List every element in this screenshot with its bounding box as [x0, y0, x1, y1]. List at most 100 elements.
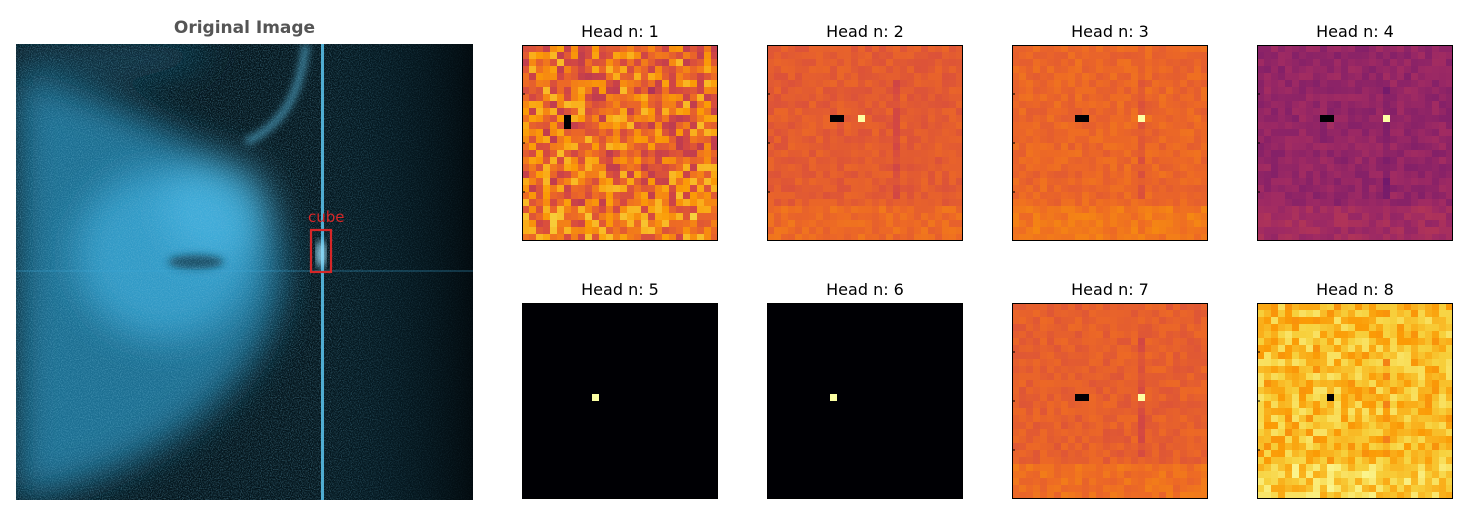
heatmap-cell — [1068, 101, 1076, 109]
heatmap-cell — [795, 436, 803, 444]
heatmap-cell — [1285, 136, 1293, 144]
heatmap-cell — [893, 352, 901, 360]
heatmap-cell — [683, 457, 691, 465]
heatmap-cell — [1068, 227, 1076, 235]
heatmap-cell — [1327, 234, 1335, 241]
heatmap-cell — [599, 129, 607, 137]
heatmap-cell — [1110, 352, 1118, 360]
heatmap-cell — [550, 317, 558, 325]
heatmap-cell — [1194, 45, 1202, 53]
heatmap-cell — [1019, 178, 1027, 186]
heatmap-cell — [1327, 52, 1335, 60]
heatmap-cell — [935, 331, 943, 339]
heatmap-cell — [676, 436, 684, 444]
heatmap-cell — [865, 171, 873, 179]
heatmap-cell — [928, 345, 936, 353]
heatmap-cell — [676, 87, 684, 95]
heatmap-cell — [592, 59, 600, 67]
heatmap-cell — [1082, 185, 1090, 193]
heatmap-cell — [1194, 220, 1202, 228]
heatmap-cell — [844, 45, 852, 53]
heatmap-cell — [1152, 66, 1160, 74]
heatmap-cell — [935, 310, 943, 318]
heatmap-cell — [1285, 150, 1293, 158]
heatmap-cell — [809, 317, 817, 325]
heatmap-cell — [921, 45, 929, 53]
heatmap-cell — [536, 66, 544, 74]
heatmap-cell — [886, 338, 894, 346]
heatmap-cell — [1411, 185, 1419, 193]
heatmap-cell — [704, 220, 712, 228]
heatmap-cell — [641, 59, 649, 67]
heatmap-cell — [1369, 213, 1377, 221]
heatmap-cell — [690, 143, 698, 151]
heatmap-cell — [949, 485, 957, 493]
heatmap-cell — [634, 401, 642, 409]
heatmap-cell — [1145, 220, 1153, 228]
heatmap-cell — [872, 122, 880, 130]
heatmap-cell — [900, 394, 908, 402]
heatmap-cell — [1012, 87, 1020, 95]
heatmap-cell — [1201, 80, 1208, 88]
heatmap-cell — [1082, 101, 1090, 109]
heatmap-cell — [956, 324, 963, 332]
heatmap-cell — [858, 66, 866, 74]
heatmap-cell — [669, 471, 677, 479]
heatmap-cell — [683, 220, 691, 228]
heatmap-cell — [851, 143, 859, 151]
heatmap-cell — [1194, 345, 1202, 353]
heatmap-cell — [879, 136, 887, 144]
heatmap-cell — [1334, 220, 1342, 228]
heatmap-cell — [1404, 136, 1412, 144]
heatmap-cell — [935, 213, 943, 221]
heatmap-cell — [690, 450, 698, 458]
heatmap-cell — [1089, 345, 1097, 353]
heatmap-cell — [620, 227, 628, 235]
heatmap-cell — [942, 331, 950, 339]
heatmap-cell — [781, 87, 789, 95]
heatmap-cell — [557, 485, 565, 493]
heatmap-cell — [634, 317, 642, 325]
heatmap-cell — [795, 492, 803, 499]
heatmap-cell — [571, 450, 579, 458]
heatmap-cell — [1103, 66, 1111, 74]
heatmap-cell — [956, 317, 963, 325]
heatmap-cell — [1355, 87, 1363, 95]
heatmap-cell — [1012, 73, 1020, 81]
heatmap-cell — [1355, 94, 1363, 102]
heatmap-cell — [1159, 94, 1167, 102]
heatmap-cell — [1138, 171, 1146, 179]
heatmap-cell — [795, 206, 803, 214]
heatmap-cell — [956, 338, 963, 346]
heatmap-cell — [802, 178, 810, 186]
heatmap-cell — [907, 52, 915, 60]
heatmap-cell — [802, 171, 810, 179]
heatmap-cell — [697, 485, 705, 493]
heatmap-cell — [1180, 227, 1188, 235]
heatmap-cell — [606, 59, 614, 67]
heatmap-cell — [1306, 136, 1314, 144]
heatmap-cell — [1103, 94, 1111, 102]
heatmap-cell — [830, 485, 838, 493]
heatmap-cell — [662, 324, 670, 332]
heatmap-cell — [620, 394, 628, 402]
heatmap-cell — [1082, 143, 1090, 151]
heatmap-cell — [599, 429, 607, 437]
heatmap-cell — [886, 87, 894, 95]
heatmap-cell — [578, 450, 586, 458]
heatmap-cell — [942, 464, 950, 472]
heatmap-cell — [1173, 129, 1181, 137]
heatmap-cell — [529, 234, 537, 241]
heatmap-cell — [662, 492, 670, 499]
heatmap-cell — [599, 408, 607, 416]
heatmap-cell — [879, 415, 887, 423]
heatmap-cell — [914, 373, 922, 381]
heatmap-cell — [1327, 94, 1335, 102]
heatmap-cell — [711, 213, 718, 221]
heatmap-cell — [557, 206, 565, 214]
heatmap-cell — [788, 66, 796, 74]
heatmap-cell — [1152, 213, 1160, 221]
heatmap-cell — [851, 220, 859, 228]
heatmap-cell — [571, 387, 579, 395]
heatmap-cell — [1397, 150, 1405, 158]
